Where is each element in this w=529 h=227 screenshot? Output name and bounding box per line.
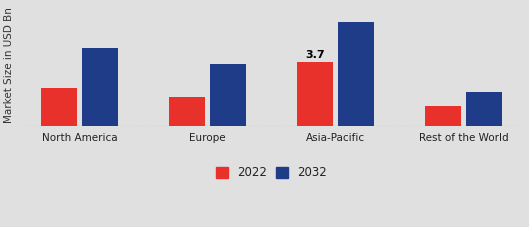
Bar: [41, 88, 77, 126]
Bar: [169, 97, 205, 126]
Bar: [83, 48, 118, 126]
Bar: [466, 91, 502, 126]
Bar: [425, 106, 461, 126]
Bar: [297, 62, 333, 126]
Y-axis label: Market Size in USD Bn: Market Size in USD Bn: [4, 7, 14, 123]
Legend: 2022, 2032: 2022, 2032: [211, 162, 332, 184]
Bar: [210, 64, 246, 126]
Text: 3.7: 3.7: [305, 50, 325, 60]
Bar: [338, 22, 374, 126]
